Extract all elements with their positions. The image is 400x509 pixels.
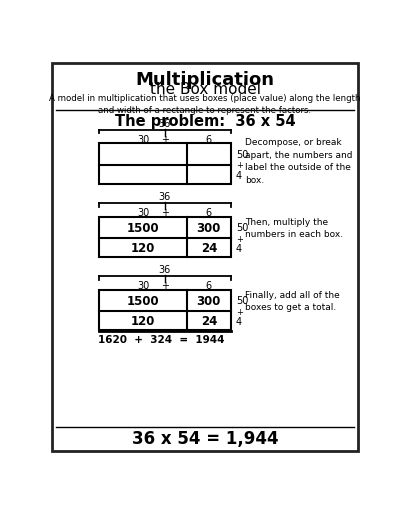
Bar — [99, 144, 230, 185]
Text: 30: 30 — [137, 135, 149, 145]
Text: A model in multiplication that uses boxes (place value) along the length
and wid: A model in multiplication that uses boxe… — [49, 94, 361, 115]
Text: 1500: 1500 — [127, 294, 159, 307]
Text: 4: 4 — [236, 243, 242, 253]
Text: Multiplication: Multiplication — [136, 71, 274, 89]
Text: The problem:  36 x 54: The problem: 36 x 54 — [115, 114, 295, 129]
Text: +: + — [236, 234, 243, 243]
Text: 300: 300 — [197, 294, 221, 307]
Text: 120: 120 — [131, 242, 155, 254]
Text: 24: 24 — [201, 315, 217, 328]
Text: 4: 4 — [236, 170, 242, 180]
Text: 4: 4 — [236, 316, 242, 326]
Bar — [99, 290, 230, 331]
Text: 30: 30 — [137, 208, 149, 218]
Text: Decompose, or break
apart, the numbers and
label the outside of the
box.: Decompose, or break apart, the numbers a… — [245, 138, 353, 184]
Text: +: + — [236, 307, 243, 316]
Text: 36: 36 — [158, 119, 171, 129]
Text: 6: 6 — [206, 208, 212, 218]
Text: 36: 36 — [158, 192, 171, 202]
Text: 30: 30 — [137, 281, 149, 291]
Text: 6: 6 — [206, 135, 212, 145]
Text: 36 x 54 = 1,944: 36 x 54 = 1,944 — [132, 429, 278, 447]
Text: 50: 50 — [236, 150, 248, 160]
Text: Then, multiply the
numbers in each box.: Then, multiply the numbers in each box. — [245, 217, 344, 239]
Text: 1500: 1500 — [127, 221, 159, 234]
Bar — [99, 217, 230, 258]
Text: 120: 120 — [131, 315, 155, 328]
Text: +: + — [161, 208, 169, 218]
Text: 24: 24 — [201, 242, 217, 254]
Text: 1620  +  324  =  1944: 1620 + 324 = 1944 — [98, 334, 224, 344]
Text: Finally, add all of the
boxes to get a total.: Finally, add all of the boxes to get a t… — [245, 290, 340, 312]
Text: +: + — [161, 281, 169, 291]
Text: 300: 300 — [197, 221, 221, 234]
Text: 36: 36 — [158, 265, 171, 275]
Text: +: + — [161, 135, 169, 145]
Text: +: + — [236, 161, 243, 170]
Text: the Box model: the Box model — [150, 82, 260, 97]
Text: 50: 50 — [236, 223, 248, 233]
Text: 50: 50 — [236, 296, 248, 306]
Text: 6: 6 — [206, 281, 212, 291]
